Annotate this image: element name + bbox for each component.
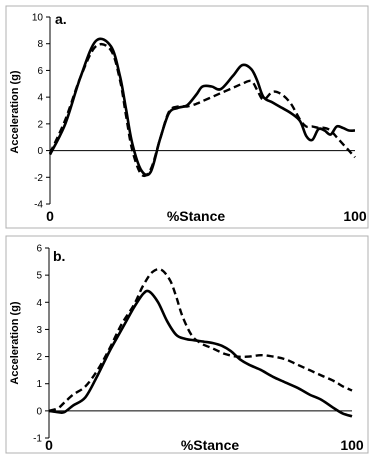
panel-a-series-dashed-line [48, 42, 356, 178]
panel-a-frame [5, 5, 369, 229]
panel-b-y-tick-label: 0 [36, 406, 42, 417]
panel-a-x-tick-label: 100 [343, 208, 367, 224]
panel-a-x-axis-label: %Stance [167, 208, 226, 224]
panel-b-series-solid-line [48, 289, 353, 418]
panel-b-y-tick-label: 6 [36, 244, 42, 255]
panel-b-label: b. [53, 248, 65, 264]
panel-b-y-tick-label: -1 [33, 434, 42, 445]
panel-a-x-tick-label: 0 [46, 208, 54, 224]
panel-b-y-tick-label: 5 [36, 271, 42, 282]
panel-a-y-tick-label: -4 [34, 200, 43, 211]
panel-b-y-tick-label: 1 [36, 379, 42, 390]
panel-a: a. Acceleration (g) %Stance -4-202468100… [5, 5, 369, 229]
panel-b-x-tick-label: 100 [340, 437, 364, 453]
panel-a-label: a. [55, 11, 67, 27]
panel-a-y-tick-label: -2 [34, 173, 43, 184]
panel-a-y-tick-label: 0 [37, 146, 43, 157]
panel-a-y-tick-label: 8 [37, 39, 43, 50]
panel-a-y-tick-label: 4 [37, 93, 43, 104]
panel-b-y-tick-label: 3 [36, 325, 42, 336]
panel-b-y-tick-label: 4 [36, 298, 42, 309]
panel-b-x-axis-label: %Stance [181, 437, 240, 453]
panel-a-y-tick-label: 2 [37, 119, 43, 130]
panel-b-y-axis-label: Acceleration (g) [9, 301, 21, 384]
panel-b-y-tick-label: 2 [36, 352, 42, 363]
panel-b-series-dashed-line [48, 267, 353, 413]
panel-b-x-tick-label: 0 [45, 437, 53, 453]
panel-a-y-axis-label: Acceleration (g) [9, 70, 21, 153]
panel-b-frame [5, 235, 369, 454]
panel-a-y-tick-label: 6 [37, 66, 43, 77]
panel-a-y-tick-label: 10 [32, 13, 44, 24]
